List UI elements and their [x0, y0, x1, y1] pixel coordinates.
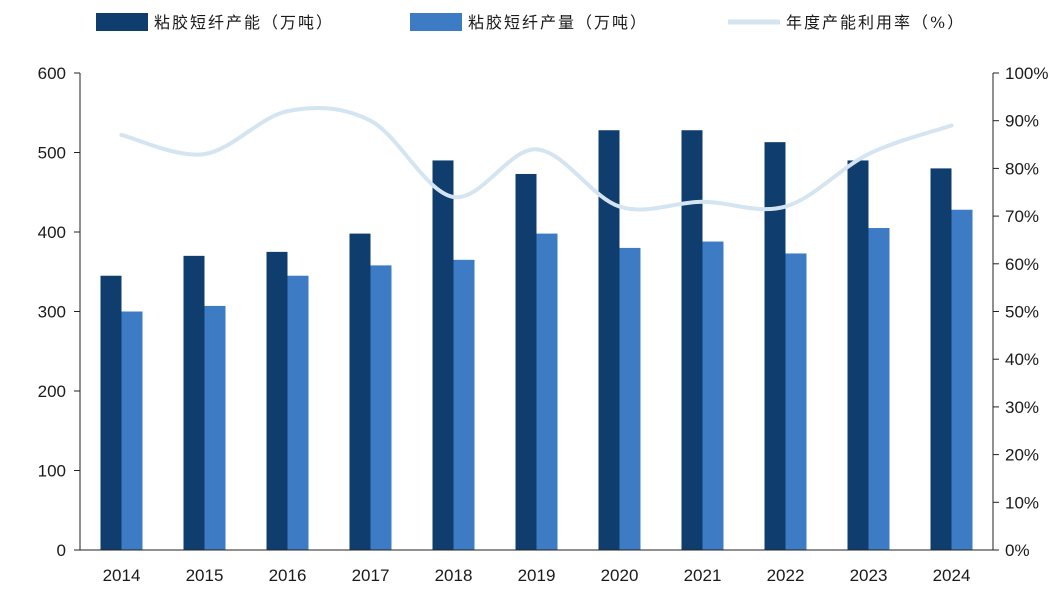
y-left-tick-label: 600 — [38, 64, 66, 83]
output-bar-2021 — [702, 241, 724, 551]
legend-swatch — [410, 13, 462, 31]
capacity-bar-2015 — [183, 255, 205, 550]
y-right-tick-label: 10% — [1005, 493, 1039, 512]
output-bar-2014 — [121, 311, 143, 550]
x-tick-label: 2022 — [767, 566, 805, 585]
x-tick-label: 2023 — [850, 566, 888, 585]
legend-label: 粘胶短纤产能（万吨） — [154, 13, 334, 32]
y-right-tick-label: 0% — [1005, 541, 1030, 560]
output-bar-2018 — [453, 259, 475, 550]
output-bar-2019 — [536, 233, 558, 550]
capacity-bar-2016 — [266, 251, 288, 550]
x-tick-label: 2018 — [435, 566, 473, 585]
y-right-tick-label: 100% — [1005, 64, 1048, 83]
x-tick-label: 2024 — [933, 566, 971, 585]
output-bar-2020 — [619, 247, 641, 550]
legend-label: 年度产能利用率（%） — [786, 13, 965, 32]
y-left-tick-label: 100 — [38, 462, 66, 481]
capacity-bar-2019 — [515, 173, 537, 550]
capacity-bar-2021 — [681, 130, 703, 551]
capacity-bar-2024 — [930, 168, 952, 550]
capacity-bar-2023 — [847, 160, 869, 550]
capacity-bar-2018 — [432, 160, 454, 550]
output-bar-2022 — [785, 253, 807, 550]
utilization-line-path — [119, 105, 954, 212]
y-right-tick-label: 70% — [1005, 207, 1039, 226]
x-tick-label: 2014 — [103, 566, 141, 585]
legend-swatch — [96, 13, 148, 31]
x-tick-label: 2019 — [518, 566, 556, 585]
x-tick-label: 2021 — [684, 566, 722, 585]
y-right-tick-label: 90% — [1005, 112, 1039, 131]
y-right-tick-label: 50% — [1005, 303, 1039, 322]
output-bar-2015 — [204, 305, 226, 550]
capacity-bar-2017 — [349, 233, 371, 550]
y-left-tick-label: 400 — [38, 223, 66, 242]
y-right-tick-label: 30% — [1005, 398, 1039, 417]
y-left-tick-label: 0 — [57, 541, 66, 560]
x-tick-label: 2020 — [601, 566, 639, 585]
y-left-tick-label: 300 — [38, 303, 66, 322]
legend: 粘胶短纤产能（万吨） 粘胶短纤产量（万吨） 年度产能利用率（%） — [96, 13, 965, 32]
y-right-tick-label: 80% — [1005, 159, 1039, 178]
output-bar-2024 — [951, 209, 973, 551]
output-bar-2017 — [370, 265, 392, 550]
bars — [100, 130, 973, 551]
y-left-tick-label: 200 — [38, 382, 66, 401]
x-tick-label: 2015 — [186, 566, 224, 585]
y-right-tick-label: 40% — [1005, 350, 1039, 369]
y-right-tick-label: 20% — [1005, 446, 1039, 465]
axes: 0 100 200 300 400 500 600 0% 10% 20% 30% 40% 50% 60% 7… — [38, 64, 1049, 585]
output-bar-2016 — [287, 275, 309, 550]
utilization-line — [119, 105, 954, 212]
x-tick-label: 2016 — [269, 566, 307, 585]
output-bar-2023 — [868, 228, 890, 550]
capacity-bar-2020 — [598, 130, 620, 551]
y-left-tick-label: 500 — [38, 144, 66, 163]
capacity-bar-2014 — [100, 275, 122, 550]
y-right-tick-label: 60% — [1005, 255, 1039, 274]
capacity-bar-2022 — [764, 142, 786, 551]
legend-label: 粘胶短纤产量（万吨） — [468, 13, 648, 32]
x-tick-label: 2017 — [352, 566, 390, 585]
